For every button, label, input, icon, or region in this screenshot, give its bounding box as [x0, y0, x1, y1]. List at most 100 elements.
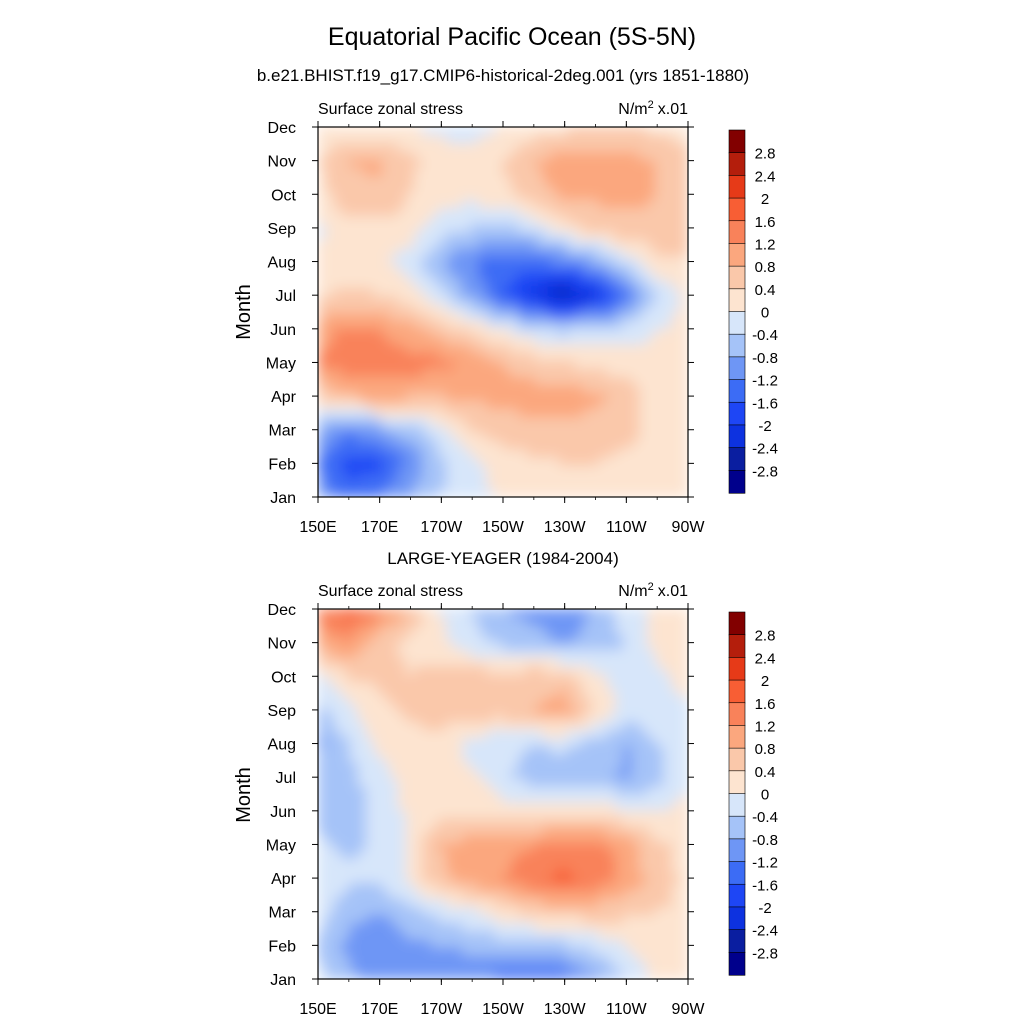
field-cell	[599, 158, 609, 168]
field-cell	[389, 737, 399, 747]
field-cell	[381, 335, 391, 345]
field-cell	[502, 825, 512, 835]
field-cell	[365, 279, 375, 289]
field-cell	[365, 158, 375, 168]
field-cell	[397, 408, 407, 418]
field-cell	[357, 383, 367, 393]
field-cell	[494, 809, 504, 819]
field-cell	[397, 190, 407, 200]
field-cell	[349, 624, 359, 634]
field-cell	[655, 930, 665, 940]
field-cell	[679, 303, 688, 313]
field-cell	[518, 150, 528, 160]
field-cell	[414, 873, 424, 883]
field-cell	[486, 640, 496, 650]
field-cell	[462, 263, 472, 273]
field-cell	[526, 664, 536, 674]
field-cell	[486, 721, 496, 731]
field-cell	[365, 198, 375, 208]
field-cell	[518, 343, 528, 353]
field-cell	[623, 456, 633, 466]
field-cell	[599, 833, 609, 843]
field-cell	[590, 448, 601, 458]
field-cell	[341, 745, 351, 755]
field-cell	[502, 383, 512, 393]
field-cell	[333, 343, 343, 353]
field-cell	[558, 833, 568, 843]
field-cell	[325, 206, 335, 216]
field-cell	[365, 648, 375, 658]
field-cell	[550, 841, 560, 851]
field-cell	[478, 166, 488, 176]
field-cell	[550, 223, 560, 233]
field-cell	[470, 648, 480, 658]
field-cell	[574, 745, 584, 755]
field-cell	[615, 849, 625, 859]
field-cell	[405, 922, 416, 932]
field-cell	[478, 206, 488, 216]
field-cell	[446, 327, 456, 337]
field-cell	[405, 150, 416, 160]
field-cell	[566, 672, 576, 682]
field-cell	[454, 729, 464, 739]
field-cell	[615, 761, 625, 771]
field-cell	[494, 946, 504, 956]
field-cell	[663, 150, 673, 160]
field-cell	[357, 640, 367, 650]
y-tick-label: Aug	[268, 255, 296, 272]
field-cell	[486, 480, 496, 490]
field-cell	[333, 383, 343, 393]
field-cell	[422, 408, 432, 418]
field-cell	[430, 873, 440, 883]
field-cell	[389, 472, 399, 482]
field-cell	[631, 898, 641, 908]
field-cell	[349, 721, 359, 731]
field-cell	[325, 906, 335, 916]
field-cell	[325, 721, 335, 731]
field-cell	[607, 793, 617, 803]
field-cell	[526, 970, 536, 979]
field-cell	[526, 825, 536, 835]
field-cell	[550, 680, 560, 690]
colorbar-label: 2.4	[755, 168, 776, 185]
field-cell	[615, 609, 625, 618]
field-cell	[647, 785, 657, 795]
field-cell	[405, 158, 416, 168]
field-cell	[454, 745, 464, 755]
field-cell	[349, 391, 359, 401]
field-cell	[333, 206, 343, 216]
field-cell	[430, 970, 440, 979]
field-cell	[373, 881, 383, 892]
field-cell	[623, 865, 633, 875]
field-cell	[462, 938, 472, 948]
field-cell	[655, 263, 665, 273]
field-cell	[446, 777, 456, 787]
field-cell	[414, 303, 424, 313]
field-cell	[318, 737, 327, 747]
field-cell	[542, 841, 552, 851]
field-cell	[534, 705, 544, 715]
field-cell	[341, 271, 351, 281]
field-cell	[639, 688, 649, 698]
field-cell	[663, 761, 673, 771]
field-cell	[462, 408, 472, 418]
field-cell	[574, 672, 584, 682]
field-cell	[381, 150, 391, 160]
field-cell	[405, 761, 416, 771]
field-cell	[389, 383, 399, 393]
field-cell	[405, 263, 416, 273]
field-cell	[373, 793, 383, 803]
field-cell	[655, 174, 665, 184]
field-cell	[558, 391, 568, 401]
field-cell	[590, 672, 601, 682]
field-cell	[405, 688, 416, 698]
field-cell	[502, 656, 512, 666]
field-cell	[671, 713, 681, 723]
field-cell	[462, 134, 472, 144]
field-cell	[502, 223, 512, 233]
field-cell	[566, 680, 576, 690]
field-cell	[631, 335, 641, 345]
field-cell	[414, 640, 424, 650]
field-cell	[574, 914, 584, 924]
field-cell	[462, 857, 472, 867]
